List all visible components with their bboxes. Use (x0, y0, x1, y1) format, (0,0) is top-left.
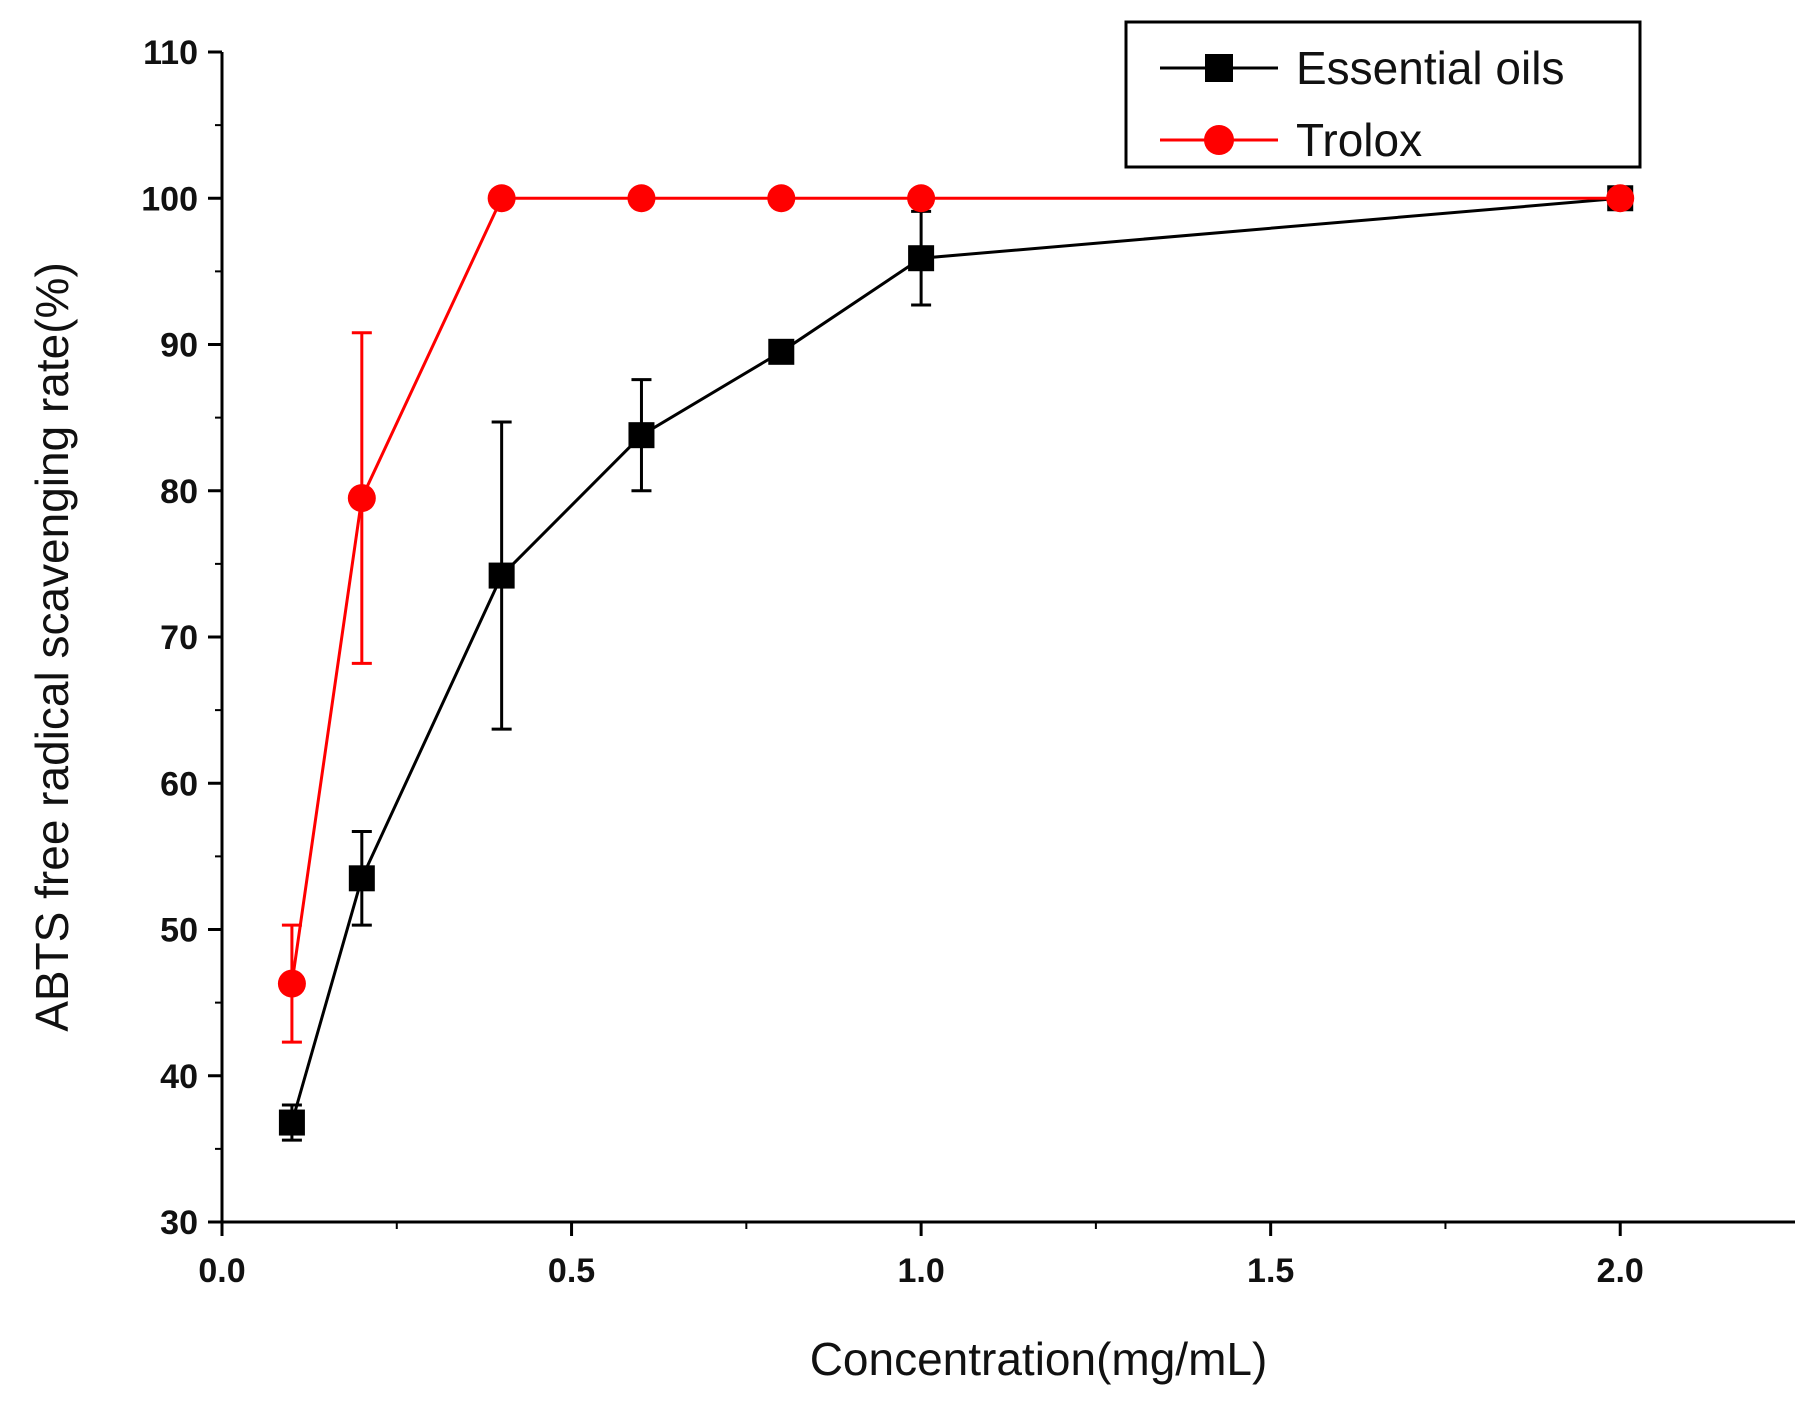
data-point (767, 184, 796, 213)
data-point (487, 184, 516, 213)
data-point (907, 184, 936, 213)
data-point (488, 562, 515, 589)
series-layer (277, 184, 1635, 1142)
series-line (290, 196, 1621, 1123)
data-point (908, 245, 935, 272)
x-axis-title: Concentration(mg/mL) (810, 1333, 1268, 1385)
data-point (348, 865, 375, 892)
data-point (347, 484, 376, 513)
series-essential-oils (278, 185, 1634, 1142)
legend-marker-trolox (1204, 125, 1234, 155)
legend-marker-essential-oils (1205, 54, 1233, 82)
data-point (1606, 184, 1635, 213)
y-tick-label: 100 (141, 180, 198, 218)
y-tick-label: 40 (160, 1058, 198, 1096)
data-point (278, 1109, 305, 1136)
x-tick-label: 1.0 (897, 1252, 944, 1290)
y-tick-label: 30 (160, 1204, 198, 1242)
y-tick-label: 90 (160, 327, 198, 365)
data-point (277, 969, 306, 998)
y-axis-title: ABTS free radical scavenging rate(%) (26, 262, 78, 1032)
x-tick-label: 0.5 (548, 1252, 595, 1290)
series-trolox (277, 184, 1635, 1044)
y-tick-label: 50 (160, 912, 198, 950)
y-tick-label: 80 (160, 473, 198, 511)
legend: Essential oils Trolox (1124, 20, 1642, 169)
y-tick-label: 60 (160, 765, 198, 803)
axes (220, 52, 1795, 1224)
ticks: 30 40 50 60 70 80 90 100 110 0.0 0.5 1.0 1.5 2.0 (141, 34, 1644, 1290)
x-tick-label: 2.0 (1597, 1252, 1644, 1290)
legend-label-trolox: Trolox (1296, 114, 1422, 166)
y-tick-label: 110 (143, 34, 198, 72)
data-point (627, 184, 656, 213)
data-point (768, 338, 795, 365)
x-tick-label: 1.5 (1247, 1252, 1294, 1290)
data-point (628, 422, 655, 449)
series-line (290, 196, 1621, 984)
x-tick-label: 0.0 (198, 1252, 245, 1290)
y-tick-label: 70 (160, 619, 198, 657)
legend-label-essential-oils: Essential oils (1296, 42, 1564, 94)
